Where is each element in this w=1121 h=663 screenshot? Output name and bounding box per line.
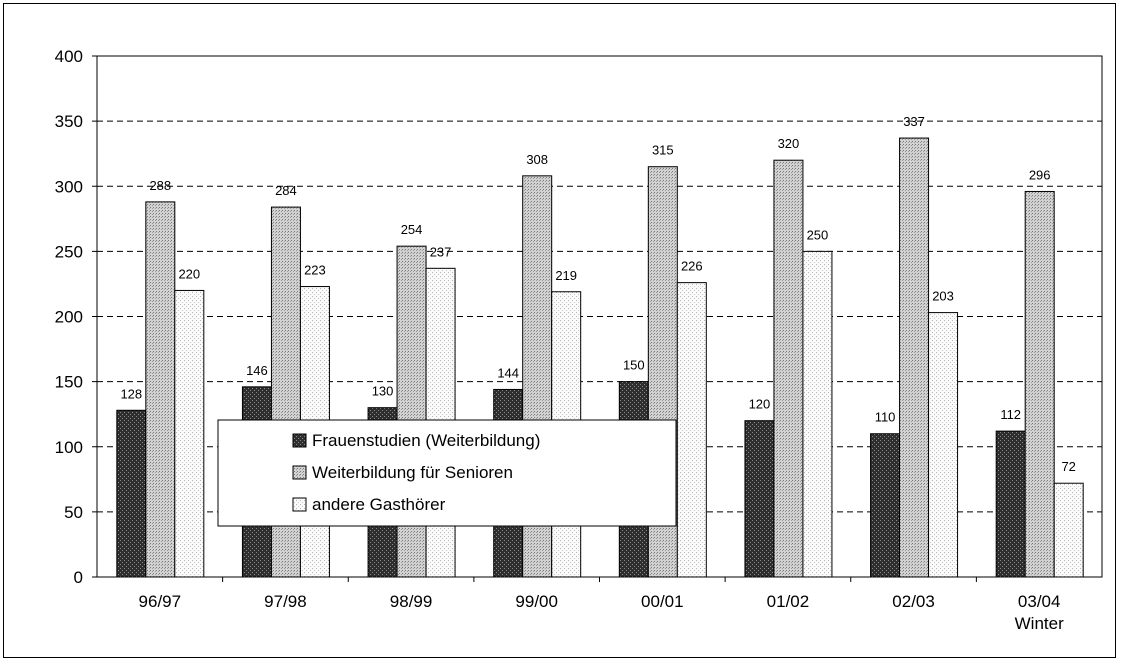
y-tick-label: 250	[55, 242, 83, 261]
bar	[1024, 190, 1055, 578]
data-label: 296	[1029, 167, 1051, 182]
bar	[1053, 482, 1084, 578]
y-tick-label: 350	[55, 112, 83, 131]
legend-swatch	[292, 433, 307, 448]
data-label: 72	[1061, 459, 1075, 474]
y-tick-label: 0	[74, 568, 83, 587]
x-tick-label: 96/97	[139, 592, 182, 611]
data-label: 284	[275, 183, 297, 198]
x-tick-label: 99/00	[515, 592, 558, 611]
legend-label: andere Gasthörer	[312, 495, 446, 514]
data-label: 237	[430, 244, 452, 259]
y-tick-label: 400	[55, 47, 83, 66]
bar	[773, 159, 804, 578]
legend-swatch	[292, 465, 307, 480]
data-label: 110	[875, 410, 896, 425]
bar	[396, 245, 427, 578]
bar	[802, 250, 833, 578]
data-label: 223	[304, 263, 326, 278]
data-label: 128	[120, 386, 142, 401]
y-tick-label: 200	[55, 308, 83, 327]
data-label: 112	[1000, 407, 1021, 422]
bar	[116, 409, 147, 578]
y-tick-label: 100	[55, 438, 83, 457]
data-label: 308	[526, 152, 548, 167]
y-tick-label: 300	[55, 177, 83, 196]
data-label: 315	[652, 143, 674, 158]
bar	[174, 289, 205, 578]
legend-swatch	[292, 497, 307, 512]
data-label: 320	[778, 136, 800, 151]
data-label: 144	[497, 365, 519, 380]
y-tick-label: 150	[55, 373, 83, 392]
data-label: 288	[149, 178, 171, 193]
bar	[870, 433, 901, 578]
x-tick-label: 97/98	[264, 592, 307, 611]
bar	[744, 420, 775, 578]
bar	[676, 282, 707, 578]
data-label: 220	[178, 266, 200, 281]
bar	[995, 430, 1026, 578]
data-label: 146	[246, 363, 268, 378]
data-label: 226	[681, 259, 703, 274]
bar	[928, 312, 959, 578]
x-tick-label: 98/99	[390, 592, 433, 611]
data-label: 337	[903, 114, 925, 129]
x-tick-label: 01/02	[767, 592, 810, 611]
axes: 0 50 100 150 200 250 300 350 400 96/97 97/98 98/99 9…	[55, 47, 1103, 633]
data-labels: 128 288 220 146 284 223 130 254 237 144 308 219 150 3…	[120, 114, 1075, 474]
legend-label: Frauenstudien (Weiterbildung)	[312, 431, 540, 450]
x-tick-label: 00/01	[641, 592, 684, 611]
y-tick-label: 50	[64, 503, 83, 522]
x-tick-label: 03/04 Winter	[1015, 592, 1064, 633]
data-label: 120	[749, 397, 771, 412]
bar	[145, 201, 176, 578]
data-label: 254	[401, 222, 423, 237]
data-label: 130	[372, 384, 394, 399]
bar	[899, 137, 930, 578]
data-label: 203	[932, 289, 954, 304]
legend: Frauenstudien (Weiterbildung) Weiterbildu…	[217, 419, 677, 527]
legend-label: Weiterbildung für Senioren	[312, 463, 513, 482]
x-tick-label: 02/03	[892, 592, 935, 611]
data-label: 250	[807, 227, 829, 242]
data-label: 150	[623, 358, 645, 373]
data-label: 219	[555, 268, 577, 283]
